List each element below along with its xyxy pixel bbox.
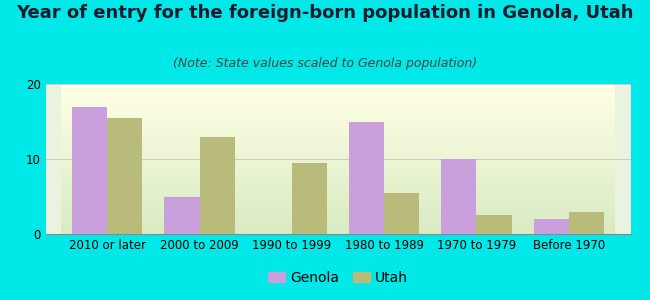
Bar (72, 106, 107, 234)
Bar (61, 219, 615, 222)
Bar (61, 153, 615, 156)
Bar (61, 192, 615, 195)
Bar (61, 165, 615, 168)
Bar (61, 168, 615, 171)
Bar (61, 111, 615, 114)
Bar (61, 114, 615, 117)
Bar (534, 219, 569, 234)
Bar (61, 150, 615, 153)
Bar (61, 213, 615, 216)
Bar (200, 136, 235, 234)
Bar (569, 212, 604, 234)
Bar (61, 90, 615, 93)
Bar (61, 135, 615, 138)
Bar (61, 177, 615, 180)
Text: Year of entry for the foreign-born population in Genola, Utah: Year of entry for the foreign-born popul… (16, 4, 634, 22)
Bar (61, 210, 615, 213)
Bar (61, 141, 615, 144)
Bar (61, 186, 615, 189)
Bar (61, 138, 615, 141)
Bar (61, 195, 615, 198)
Bar (61, 156, 615, 159)
Bar (61, 117, 615, 120)
Bar (61, 105, 615, 108)
Bar (384, 193, 419, 234)
Bar (61, 123, 615, 126)
Bar (61, 120, 615, 123)
Legend: Genola, Utah: Genola, Utah (263, 265, 413, 290)
Bar (61, 174, 615, 177)
Bar (61, 84, 615, 87)
Bar (61, 198, 615, 201)
Bar (61, 171, 615, 174)
Bar (61, 222, 615, 225)
Bar (61, 225, 615, 228)
Bar (61, 147, 615, 150)
Bar (61, 180, 615, 183)
Bar (61, 129, 615, 132)
Bar (61, 126, 615, 129)
Bar (61, 108, 615, 111)
Bar (61, 183, 615, 186)
Bar (61, 231, 615, 234)
Bar (61, 204, 615, 207)
Bar (476, 215, 512, 234)
Bar (61, 96, 615, 99)
Bar (107, 118, 142, 234)
Bar (441, 159, 476, 234)
Bar (61, 99, 615, 102)
Bar (349, 122, 384, 234)
Bar (292, 163, 327, 234)
Bar (61, 144, 615, 147)
Bar (61, 132, 615, 135)
Bar (164, 196, 200, 234)
Bar (61, 207, 615, 210)
Bar (61, 216, 615, 219)
Bar (61, 189, 615, 192)
Bar (61, 162, 615, 165)
Bar (61, 159, 615, 162)
Bar (61, 201, 615, 204)
Bar (61, 93, 615, 96)
Bar (61, 102, 615, 105)
Bar (61, 228, 615, 231)
Text: (Note: State values scaled to Genola population): (Note: State values scaled to Genola pop… (173, 57, 477, 70)
Bar (61, 87, 615, 90)
